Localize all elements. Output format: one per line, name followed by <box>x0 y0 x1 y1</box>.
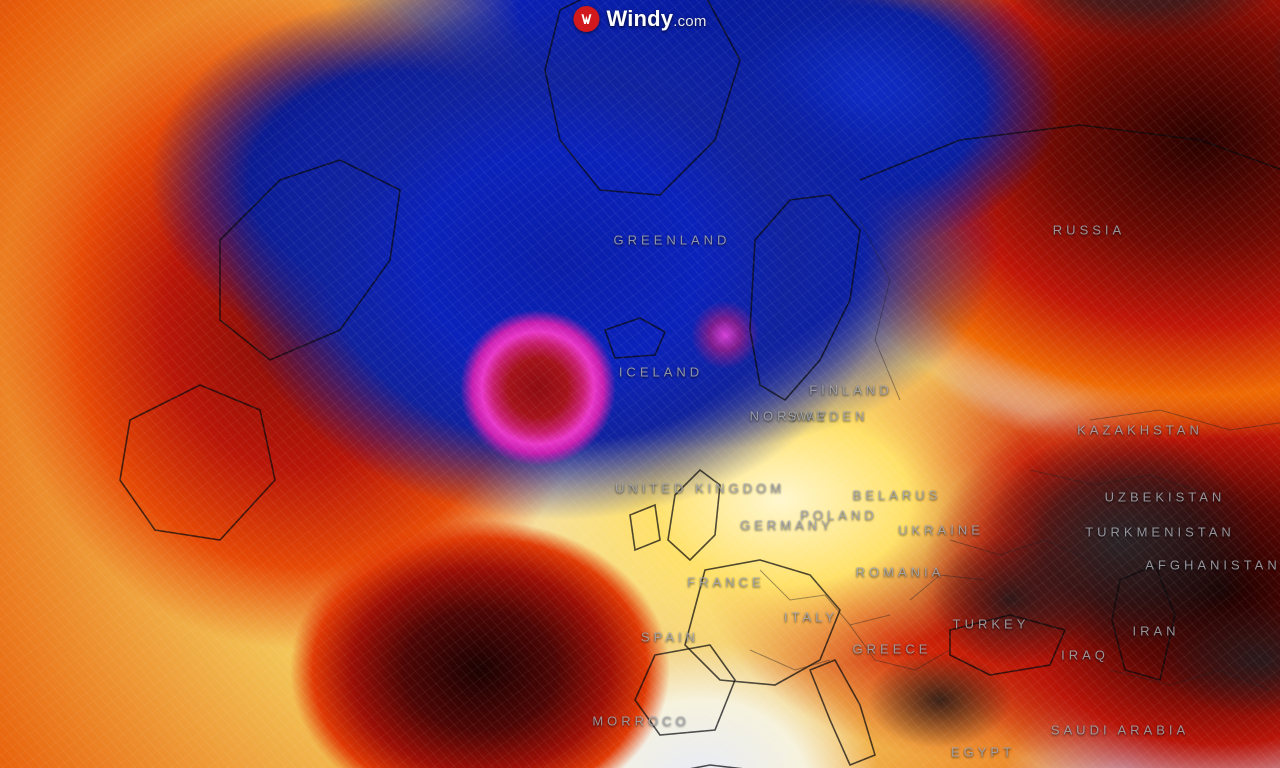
logo-brand: Windy <box>606 6 674 31</box>
windy-logo-icon <box>573 6 600 32</box>
windy-logo[interactable]: Windy.com <box>573 6 706 32</box>
windy-logo-text: Windy.com <box>606 8 706 30</box>
logo-suffix: .com <box>673 13 707 30</box>
